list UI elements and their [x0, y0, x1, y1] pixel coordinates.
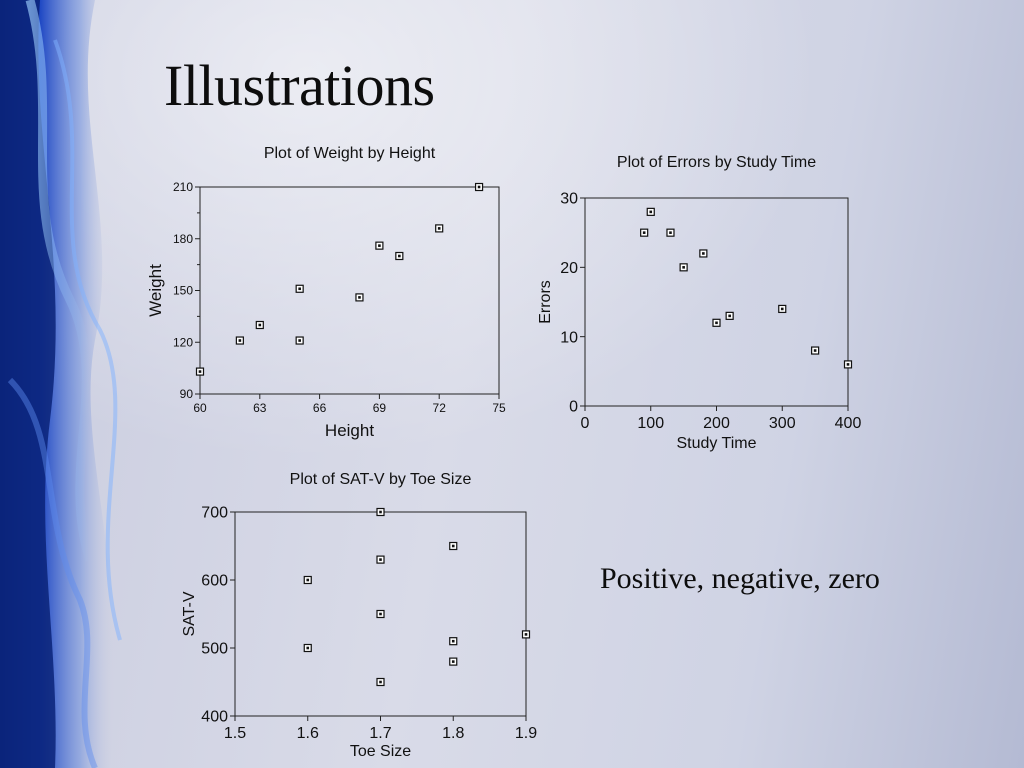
slide-caption: Positive, negative, zero [600, 562, 880, 595]
x-tick-label: 1.5 [224, 725, 246, 742]
data-point-center [649, 210, 653, 214]
x-tick-label: 1.6 [297, 725, 319, 742]
data-point-center [379, 510, 382, 514]
data-point-center [780, 307, 784, 311]
data-point-center [451, 639, 455, 643]
data-point-center [437, 227, 441, 230]
x-tick-label: 75 [492, 401, 506, 415]
data-point-center [846, 363, 850, 366]
x-tick-label: 72 [433, 401, 447, 415]
x-axis-label: Height [325, 421, 374, 440]
data-point-center [398, 254, 401, 258]
y-tick-label: 180 [173, 232, 193, 246]
data-point-center [682, 266, 685, 269]
y-tick-label: 120 [173, 335, 193, 349]
chart-title: Plot of SAT-V by Toe Size [290, 471, 472, 488]
data-point-center [258, 323, 262, 327]
data-point-center [306, 646, 310, 650]
data-point-center [728, 314, 731, 318]
y-tick-label: 600 [201, 573, 228, 590]
y-axis-label: SAT-V [181, 591, 198, 636]
data-point-center [451, 660, 455, 663]
y-axis-label: Weight [146, 264, 165, 317]
data-point-center [358, 296, 361, 299]
x-tick-label: 200 [703, 415, 730, 432]
data-point-center [451, 544, 455, 548]
chart-title: Plot of Errors by Study Time [617, 154, 816, 171]
y-tick-label: 150 [173, 284, 193, 298]
data-point-center [298, 339, 301, 342]
x-tick-label: 1.7 [369, 725, 391, 742]
data-point-center [379, 680, 382, 684]
y-tick-label: 90 [180, 387, 194, 401]
y-tick-label: 30 [560, 191, 578, 208]
data-point-center [524, 633, 528, 636]
x-tick-label: 66 [313, 401, 327, 415]
chart-title: Plot of Weight by Height [264, 145, 436, 162]
x-tick-label: 60 [193, 401, 207, 415]
x-tick-label: 1.9 [515, 725, 537, 742]
data-point-center [306, 578, 310, 582]
x-tick-label: 63 [253, 401, 267, 415]
x-tick-label: 69 [373, 401, 387, 415]
x-tick-label: 1.8 [442, 725, 464, 742]
x-tick-label: 300 [769, 415, 796, 432]
data-point-center [702, 252, 705, 255]
data-point-center [378, 244, 381, 247]
slide-title: Illustrations [164, 53, 435, 118]
x-tick-label: 100 [637, 415, 664, 432]
data-point-center [379, 558, 382, 561]
data-point-center [238, 339, 242, 342]
x-axis-label: Toe Size [350, 743, 411, 760]
x-axis-label: Study Time [676, 435, 756, 452]
data-point-center [669, 231, 672, 234]
y-tick-label: 20 [560, 260, 578, 277]
y-axis-label: Errors [537, 280, 554, 324]
y-tick-label: 0 [569, 399, 578, 416]
data-point-center [642, 231, 646, 234]
x-tick-label: 400 [835, 415, 862, 432]
data-point-center [477, 185, 481, 189]
data-point-center [198, 370, 202, 373]
data-point-center [813, 349, 817, 352]
y-tick-label: 10 [560, 329, 578, 346]
y-tick-label: 700 [201, 505, 228, 522]
x-tick-label: 0 [581, 415, 590, 432]
y-tick-label: 500 [201, 641, 228, 658]
y-tick-label: 210 [173, 180, 193, 194]
data-point-center [715, 321, 718, 325]
y-tick-label: 400 [201, 709, 228, 726]
data-point-center [298, 287, 301, 291]
data-point-center [379, 612, 382, 616]
